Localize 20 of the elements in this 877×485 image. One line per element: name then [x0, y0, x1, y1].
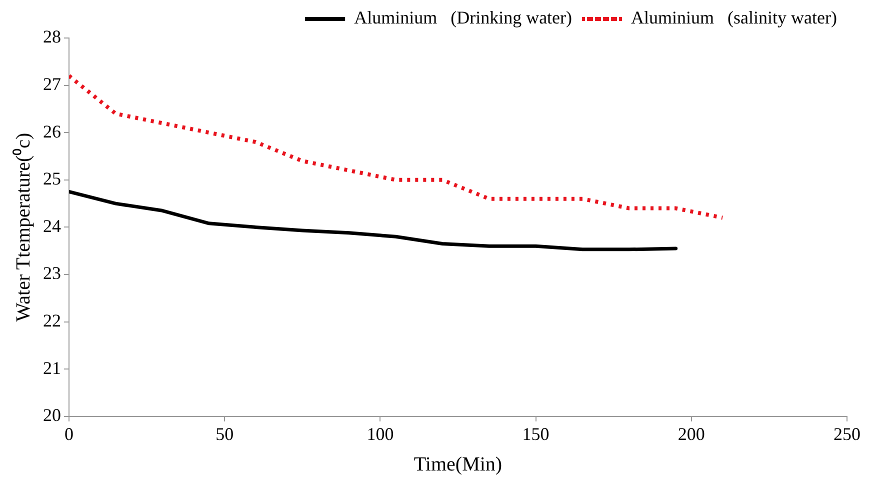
y-tick-label: 23: [43, 263, 61, 284]
y-tick-label: 22: [43, 310, 61, 331]
y-tick-label: 21: [43, 358, 61, 378]
x-tick-label: 50: [216, 424, 234, 444]
y-axis-title: Water Ttemperature(⁰c): [11, 132, 34, 322]
y-tick-label: 27: [43, 74, 61, 94]
y-tick-label: 25: [43, 168, 61, 189]
legend-label: Aluminium (salinity water): [631, 8, 838, 28]
x-tick-label: 200: [678, 424, 705, 444]
line-series: [69, 74, 725, 220]
y-tick-label: 24: [43, 216, 61, 236]
legend-label: Aluminium (Drinking water): [354, 8, 572, 28]
x-axis-title: Time(Min): [414, 453, 502, 476]
y-tick-label: 26: [43, 121, 61, 142]
x-tick-label: 0: [64, 424, 74, 444]
x-tick-label: 150: [522, 424, 550, 444]
y-tick-label: 20: [43, 405, 61, 426]
x-tick-label: 250: [834, 424, 860, 444]
x-tick-label: 100: [366, 424, 394, 444]
y-tick-label: 28: [43, 26, 61, 47]
